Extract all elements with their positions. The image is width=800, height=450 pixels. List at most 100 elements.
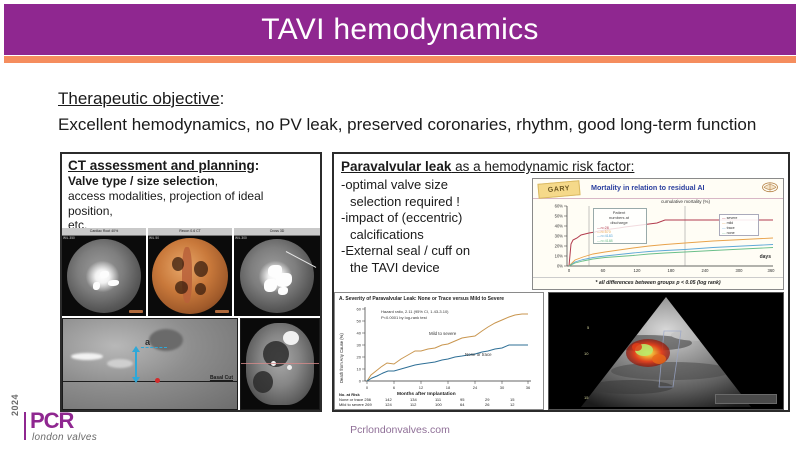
objective-label-colon: : [219,89,225,108]
svg-text:360: 360 [768,268,776,273]
svg-text:5: 5 [587,325,590,330]
ct-scale-bar [215,310,229,313]
ct-assessment-header: CT assessment and planning: Valve type /… [62,154,320,233]
logo-brand: PCR [30,408,74,433]
ct-image-axial-lower[interactable] [240,318,320,410]
bullet-line-2: selection required ! [350,193,460,209]
km-risk-value: 112 [410,402,417,407]
ct-measure-dashed-line [141,347,167,348]
svg-text:60%: 60% [555,204,564,209]
gary-y-axis-label: cumulative mortality (%) [661,199,711,204]
gary-x-axis-label: days [759,254,771,260]
logo-divider [24,412,26,440]
svg-text:15: 15 [584,395,589,400]
km-risk-value: 100 [435,402,442,407]
ct-reference-line [63,381,237,382]
bullet-item: -External seal / cuff on the TAVI device [341,243,536,276]
ct-measure-arrow-head-down [132,377,140,383]
ct-circular-view [67,238,141,313]
bullet-line-1: -impact of (eccentric) [341,210,463,225]
gary-logo-badge: GARY [537,180,581,199]
paravalvular-leak-header: Paravalvular leak as a hemodynamic risk … [334,154,788,175]
echo-info-bar [715,394,777,404]
ct-image-grid: Cardiac Root 40% W/L 350 Recon 0.6 CT [62,228,320,410]
gary-chart-header: GARY Mortality in relation to residual A… [533,179,783,199]
svg-text:0: 0 [568,268,571,273]
kaplan-meier-chart[interactable]: A. Severity of Paravalvular Leak: None o… [334,292,544,410]
ct-assessment-subtitle: Valve type / size selection, [68,174,320,189]
km-curve-label-mild-to-severe: Mild to severe [429,331,457,336]
logo-year: 2024 [10,393,20,416]
svg-text:30: 30 [357,343,362,348]
ct-calcification [71,353,103,360]
ct-image-caption: Recon 0.6 CT [148,228,232,236]
km-risk-row-label: Mild to severe 269 [339,402,372,407]
ct-calcification [264,279,277,292]
km-risk-row: Mild to severe 269 124 112 100 64 26 12 [339,402,535,407]
km-risk-value: 95 [460,397,465,402]
gary-mortality-chart[interactable]: GARY Mortality in relation to residual A… [532,178,784,290]
km-risk-value: 64 [460,402,465,407]
svg-text:60: 60 [601,268,606,273]
km-annotation-hazard-ratio: Hazard ratio, 2.11 (95% CI, 1.43-3.10) [381,309,449,314]
objective-text: Excellent hemodynamics, no PV leak, pres… [58,115,757,134]
bullet-item: -optimal valve size selection required ! [341,177,536,210]
ct-image-sagittal-measurement[interactable]: a Basal Cut [62,318,238,410]
ct-image-body: W/L 50 [148,235,232,316]
ct-calcification [276,273,292,287]
ct-image-row-top: Cardiac Root 40% W/L 350 Recon 0.6 CT [62,228,320,316]
ct-image-caption: Cross 3D [234,228,320,236]
svg-text:180: 180 [668,268,676,273]
ct-assessment-title-colon: : [254,158,260,173]
km-chart-title: A. Severity of Paravalvular Leak: None o… [339,296,505,302]
km-risk-table: No. at Risk None or trace 256 142 134 11… [339,392,535,407]
svg-text:6: 6 [393,385,396,390]
ct-image-body: W/L 350 [62,235,146,316]
km-x-axis-label: Months after Implantation [397,392,456,397]
ct-image-calcium-score[interactable]: Cross 3D W/L 300 [234,228,320,316]
ct-measure-arrow-head-up [132,346,140,352]
ct-image-row-bottom: a Basal Cut [62,318,320,410]
gary-legend: — severe — mild — trace — none [719,214,759,236]
svg-text:20%: 20% [555,244,564,249]
footer-url[interactable]: Pcrlondonvalves.com [350,424,450,436]
ct-calcification [100,271,109,278]
bullet-line-1: -External seal / cuff on [341,243,471,258]
ct-image-axial-annulus[interactable]: Cardiac Root 40% W/L 350 [62,228,146,316]
svg-text:120: 120 [634,268,642,273]
gary-plot-area: 0% 10% 20% 30% 40% 50% 60% 0 60 120 180 240 30… [533,198,783,289]
gary-footnote: * all differences between groups p < 0.0… [533,277,783,289]
ct-calcification [93,282,100,290]
ct-landmark-point [155,378,160,383]
ct-calcification [287,365,292,370]
svg-text:10: 10 [584,351,589,356]
page-title: TAVI hemodynamics [261,12,539,46]
paravalvular-leak-title-rest: as a hemodynamic risk factor: [451,159,635,174]
gary-footnote-asterisk: * [595,280,598,286]
ct-dark-region [175,281,188,294]
header-accent-bar [4,56,796,63]
objective-label: Therapeutic objective: [58,88,788,110]
km-risk-row: None or trace 256 142 134 111 95 29 15 [339,397,535,402]
echocardiogram-image[interactable]: 5 10 15 [548,292,784,410]
paravalvular-leak-bullets: -optimal valve size selection required !… [334,175,536,276]
ct-cavity [253,371,273,393]
gary-footnote-text: all differences between groups p < 0.05 … [598,280,721,286]
svg-text:18: 18 [446,385,451,390]
ct-assessment-subtitle-comma: , [214,174,219,188]
svg-text:30: 30 [500,385,505,390]
ct-window-tag: W/L 300 [235,236,247,240]
km-curve-label-none-or-trace: None or trace [465,352,492,357]
svg-text:50: 50 [357,319,362,324]
ct-image-volume-render[interactable]: Recon 0.6 CT W/L 50 [148,228,232,316]
ct-dark-region [194,261,208,277]
gary-annotation-box [593,208,647,244]
km-risk-value: 134 [410,397,417,402]
km-risk-value: 111 [435,397,442,402]
svg-text:40: 40 [357,331,362,336]
logo-subtitle: london valves [32,432,98,443]
legend-item-none: — none [722,231,735,235]
ct-calcification [278,287,288,295]
ct-window-tag: W/L 350 [63,236,75,240]
svg-text:0: 0 [366,385,369,390]
